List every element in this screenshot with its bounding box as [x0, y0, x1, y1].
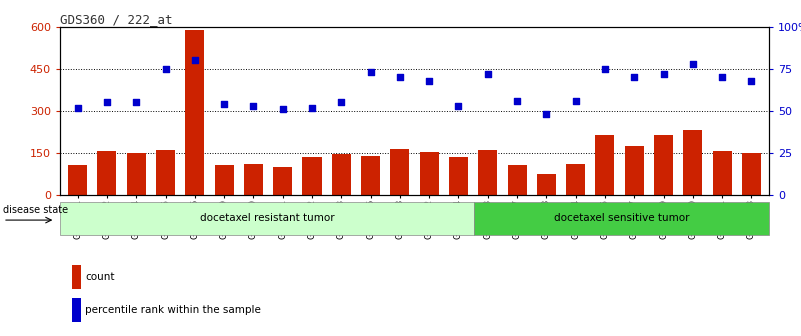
Bar: [215, 165, 234, 195]
Bar: [683, 130, 702, 195]
Text: percentile rank within the sample: percentile rank within the sample: [85, 305, 261, 315]
Text: disease state: disease state: [3, 205, 68, 215]
Point: [306, 105, 319, 110]
Bar: [473, 202, 769, 235]
Bar: [537, 174, 556, 195]
Bar: [713, 151, 731, 195]
Point: [657, 71, 670, 77]
Point: [628, 75, 641, 80]
Point: [393, 75, 406, 80]
Bar: [98, 152, 116, 195]
Bar: [742, 154, 761, 195]
Bar: [72, 298, 81, 322]
Bar: [60, 202, 473, 235]
Point: [510, 98, 523, 103]
Bar: [478, 150, 497, 195]
Bar: [72, 265, 81, 289]
Point: [570, 98, 582, 103]
Bar: [449, 157, 468, 195]
Bar: [508, 166, 526, 195]
Bar: [332, 154, 351, 195]
Bar: [420, 152, 439, 195]
Text: GDS360 / 222_at: GDS360 / 222_at: [60, 13, 172, 26]
Point: [745, 78, 758, 83]
Point: [130, 100, 143, 105]
Bar: [390, 149, 409, 195]
Point: [335, 100, 348, 105]
Point: [101, 100, 114, 105]
Point: [540, 112, 553, 117]
Bar: [595, 135, 614, 195]
Point: [218, 101, 231, 107]
Text: count: count: [85, 272, 115, 282]
Point: [715, 75, 728, 80]
Point: [452, 103, 465, 109]
Bar: [566, 164, 586, 195]
Point: [364, 70, 377, 75]
Bar: [361, 156, 380, 195]
Point: [276, 107, 289, 112]
Text: docetaxel sensitive tumor: docetaxel sensitive tumor: [553, 213, 689, 223]
Bar: [68, 166, 87, 195]
Bar: [185, 30, 204, 195]
Bar: [273, 167, 292, 195]
Bar: [156, 150, 175, 195]
Point: [188, 58, 201, 63]
Point: [159, 66, 172, 72]
Text: docetaxel resistant tumor: docetaxel resistant tumor: [199, 213, 334, 223]
Point: [71, 105, 84, 110]
Point: [423, 78, 436, 83]
Point: [481, 71, 494, 77]
Bar: [303, 157, 321, 195]
Point: [247, 103, 260, 109]
Bar: [244, 164, 263, 195]
Point: [598, 66, 611, 72]
Point: [686, 61, 699, 67]
Bar: [654, 135, 673, 195]
Bar: [127, 153, 146, 195]
Bar: [625, 146, 644, 195]
